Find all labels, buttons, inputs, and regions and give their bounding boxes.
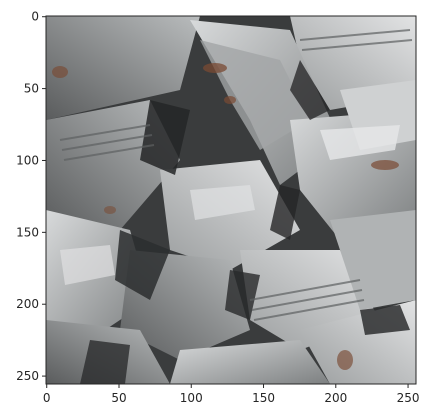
x-axis: 0 50 100 150 200 250 (43, 384, 420, 405)
y-tick-label: 150 (16, 225, 39, 239)
y-tick-label: 100 (16, 153, 39, 167)
x-tick-label: 50 (111, 391, 126, 405)
y-axis: 0 50 100 150 200 250 (16, 10, 46, 383)
x-tick-label: 200 (324, 391, 347, 405)
y-tick-label: 250 (16, 369, 39, 383)
x-tick-label: 150 (252, 391, 275, 405)
x-tick-label: 0 (43, 391, 51, 405)
scrap-metal-image (46, 16, 416, 384)
y-tick-label: 0 (31, 10, 39, 24)
axes-frame (45, 15, 417, 385)
x-tick-label: 250 (397, 391, 420, 405)
y-tick-label: 200 (16, 297, 39, 311)
y-tick-label: 50 (24, 82, 39, 96)
x-tick-label: 100 (180, 391, 203, 405)
